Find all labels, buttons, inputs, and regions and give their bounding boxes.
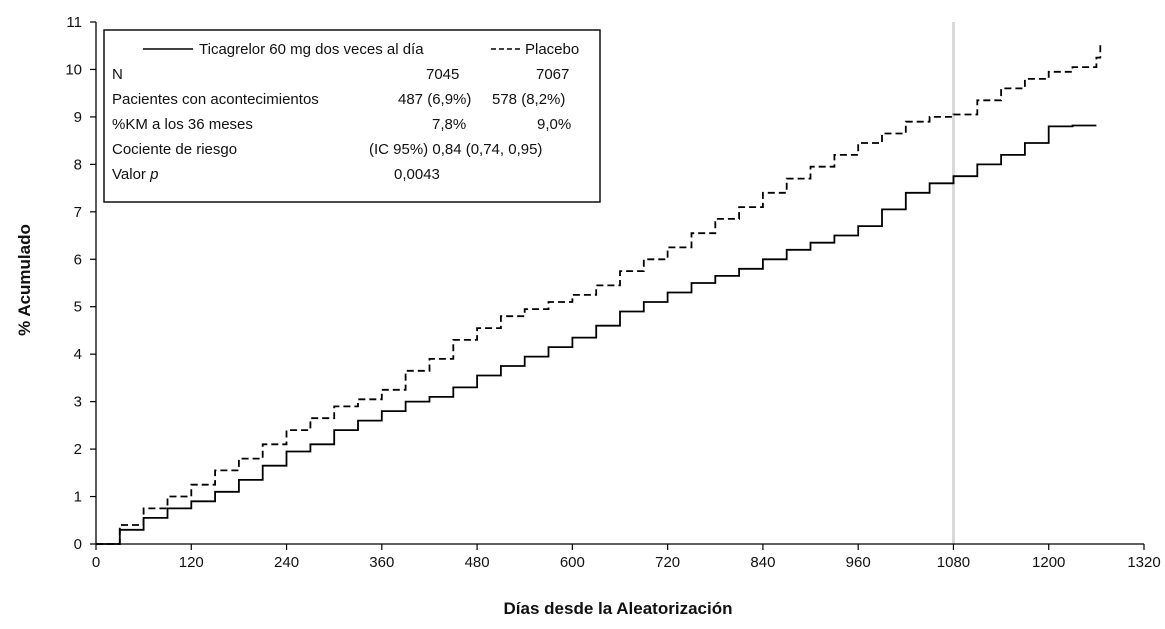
y-axis-title: % Acumulado (15, 224, 34, 336)
y-tick-label: 0 (74, 536, 82, 553)
x-tick-label: 240 (274, 554, 299, 571)
x-tick-label: 1080 (937, 554, 970, 571)
legend-row-p-label-text: Valor (112, 166, 146, 183)
legend-row-n-col2: 7067 (536, 66, 569, 83)
legend-box: Ticagrelor 60 mg dos veces al día Placeb… (103, 29, 601, 203)
x-tick-label: 840 (750, 554, 775, 571)
legend-series-2-label: Placebo (525, 41, 579, 58)
y-tick-label: 2 (74, 441, 82, 458)
legend-series-1-label: Ticagrelor 60 mg dos veces al día (199, 41, 424, 58)
legend-row-p-label: Valor p (112, 166, 158, 183)
x-tick-label: 360 (369, 554, 394, 571)
ticagrelor-line (96, 124, 1097, 545)
x-tick-label: 0 (92, 554, 100, 571)
x-tick-label: 120 (179, 554, 204, 571)
legend-row-events-col2: 578 (8,2%) (492, 91, 565, 108)
y-tick-label: 11 (66, 14, 82, 31)
legend-row-n-label: N (112, 66, 123, 83)
y-tick-label: 8 (74, 156, 82, 173)
x-tick-label: 480 (465, 554, 490, 571)
legend-row-km-col1: 7,8% (432, 116, 466, 133)
y-tick-label: 3 (74, 394, 82, 411)
legend-row-p-col1: 0,0043 (394, 166, 440, 183)
y-tick-label: 4 (74, 346, 82, 363)
legend-row-events-col1: 487 (6,9%) (398, 91, 471, 108)
y-tick-label: 10 (65, 61, 82, 78)
legend-row-hr-label: Cociente de riesgo (112, 141, 237, 158)
series-layer (96, 43, 1102, 545)
legend-row-n-col1: 7045 (426, 66, 459, 83)
placebo-line (96, 43, 1102, 545)
legend-row-events-label: Pacientes con acontecimientos (112, 91, 319, 108)
x-tick-label: 960 (846, 554, 871, 571)
legend-row-hr-col1: (IC 95%) 0,84 (0,74, 0,95) (369, 141, 542, 158)
legend-row-p-label-italic: p (149, 166, 158, 183)
legend-frame (103, 29, 601, 203)
legend-row-km-label: %KM a los 36 meses (112, 116, 253, 133)
y-tick-label: 7 (74, 204, 82, 221)
y-tick-label: 9 (74, 109, 82, 126)
y-tick-label: 6 (74, 251, 82, 268)
y-tick-label: 5 (74, 299, 82, 316)
x-tick-label: 720 (655, 554, 680, 571)
x-tick-label: 1200 (1032, 554, 1065, 571)
y-tick-label: 1 (74, 489, 82, 506)
x-axis-title: Días desde la Aleatorización (504, 599, 733, 618)
x-tick-label: 1320 (1127, 554, 1160, 571)
legend-row-km-col2: 9,0% (537, 116, 571, 133)
axes-layer: 0 120 240 360 480 600 720 840 960 1080 1200 1320 0 1 2… (65, 14, 1160, 571)
x-tick-label: 600 (560, 554, 585, 571)
